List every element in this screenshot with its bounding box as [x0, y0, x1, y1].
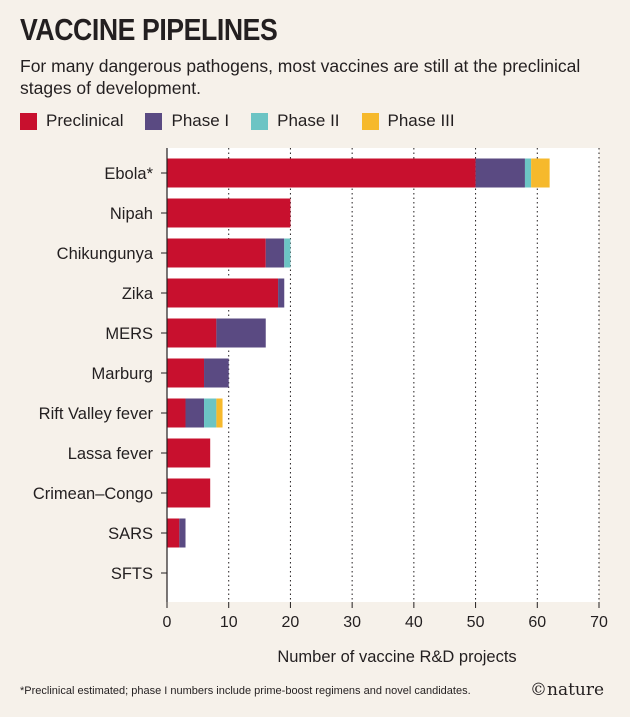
bar-ebola-series-1	[167, 158, 476, 188]
bar-crimean-congo-series-1	[167, 478, 211, 508]
category-label-crimean-congo: Crimean–Congo	[33, 485, 153, 503]
bar-marburg-series-1	[167, 358, 205, 388]
bar-sars-series-2	[179, 518, 186, 548]
category-label-sars: SARS	[108, 525, 153, 543]
bar-mers-series-1	[167, 318, 217, 348]
category-label-marburg: Marburg	[92, 365, 153, 383]
bar-marburg-series-2	[204, 358, 229, 388]
bar-sars-series-1	[167, 518, 180, 548]
bar-chikungunya-series-2	[265, 238, 285, 268]
legend-item-phase-2: Phase II	[251, 111, 340, 131]
legend-label-phase-3: Phase III	[387, 111, 455, 130]
category-label-ebola: Ebola*	[104, 165, 153, 183]
bar-rift-valley-fever-series-4	[216, 398, 223, 428]
legend-swatch-phase-3	[361, 112, 379, 130]
category-label-rift-valley-fever: Rift Valley fever	[39, 405, 154, 423]
bar-zika-series-2	[278, 278, 285, 308]
bar-ebola-series-4	[531, 158, 550, 188]
x-tick-label-0: 0	[163, 614, 172, 631]
legend-item-preclinical: Preclinical	[20, 111, 123, 131]
bar-chikungunya-series-1	[167, 238, 266, 268]
legend-label-phase-2: Phase II	[277, 111, 340, 130]
legend-label-preclinical: Preclinical	[46, 111, 124, 130]
legend-label-phase-1: Phase I	[171, 111, 230, 130]
legend-item-phase-1: Phase I	[145, 111, 229, 131]
legend-swatch-preclinical	[20, 112, 37, 130]
category-label-mers: MERS	[105, 325, 153, 343]
bar-ebola-series-2	[475, 158, 525, 188]
legend-item-phase-3: Phase III	[361, 111, 455, 131]
bar-mers-series-2	[216, 318, 266, 348]
bar-rift-valley-fever-series-2	[185, 398, 205, 428]
legend: Preclinical Phase I Phase II Phase III	[20, 110, 477, 132]
category-label-sfts: SFTS	[111, 565, 153, 583]
legend-swatch-phase-1	[145, 112, 163, 130]
category-label-lassa-fever: Lassa fever	[68, 445, 154, 463]
legend-swatch-phase-2	[251, 112, 269, 130]
bar-nipah-series-1	[167, 198, 291, 228]
category-label-nipah: Nipah	[110, 205, 153, 223]
chart-title: VACCINE PIPELINES	[20, 12, 278, 47]
chart-subtitle: For many dangerous pathogens, most vacci…	[20, 56, 581, 98]
bar-ebola-series-3	[524, 158, 532, 188]
nature-logo: ©nature	[530, 680, 605, 700]
bar-rift-valley-fever-series-3	[204, 398, 217, 428]
x-tick-label-40: 40	[405, 614, 423, 631]
category-label-zika: Zika	[122, 285, 154, 303]
bar-lassa-fever-series-1	[167, 438, 211, 468]
x-tick-label-50: 50	[467, 614, 485, 631]
x-tick-label-70: 70	[590, 614, 608, 631]
x-tick-label-10: 10	[220, 614, 238, 631]
category-label-chikungunya: Chikungunya	[57, 245, 154, 263]
x-tick-label-30: 30	[343, 614, 361, 631]
footnote: *Preclinical estimated; phase I numbers …	[20, 685, 471, 697]
x-axis-title: Number of vaccine R&D projects	[277, 648, 516, 666]
x-tick-label-60: 60	[528, 614, 546, 631]
bar-chikungunya-series-3	[284, 238, 291, 268]
bar-rift-valley-fever-series-1	[167, 398, 186, 428]
bar-zika-series-1	[167, 278, 279, 308]
x-tick-label-20: 20	[282, 614, 300, 631]
